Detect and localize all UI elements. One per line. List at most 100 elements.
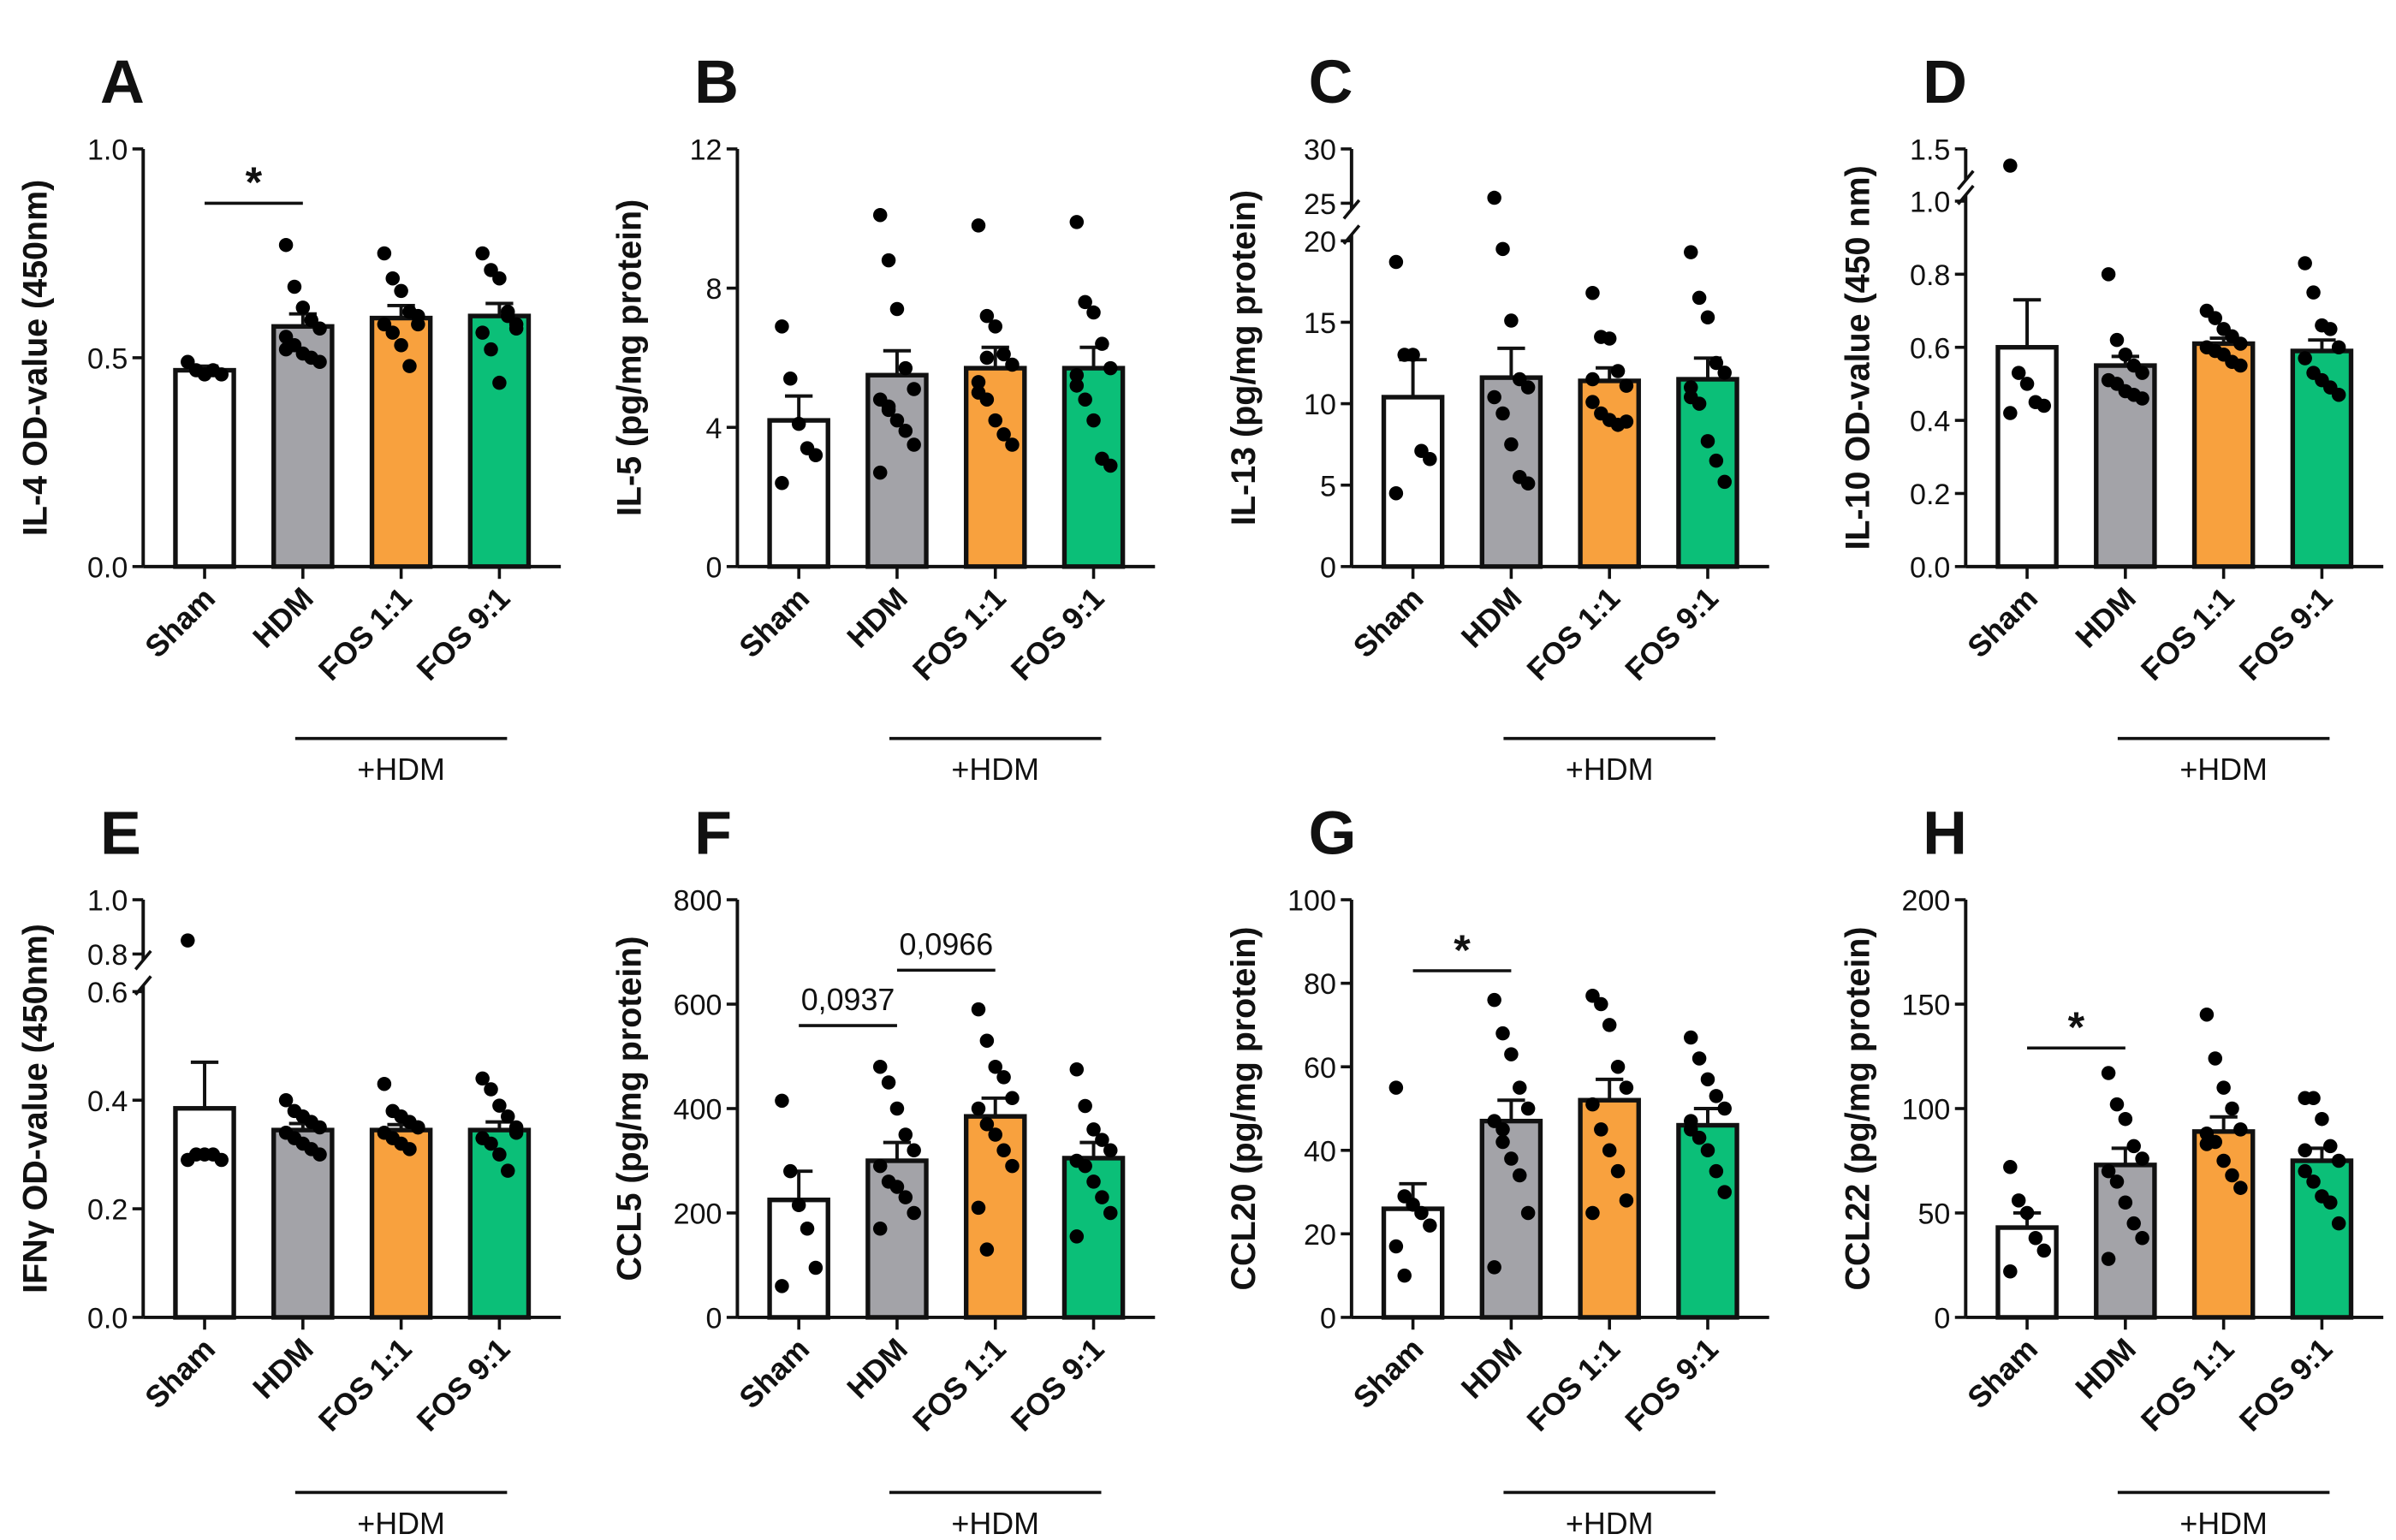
x-tick-label: HDM: [247, 581, 320, 655]
y-tick-label: 1.0: [87, 134, 128, 167]
data-point: [783, 1163, 798, 1179]
data-point: [1684, 1122, 1698, 1137]
x-tick-label: FOS 9:1: [2233, 581, 2339, 687]
data-point: [996, 347, 1011, 362]
data-point: [775, 1093, 789, 1109]
data-point: [1520, 1101, 1536, 1116]
data-point: [1684, 245, 1698, 259]
data-point: [2323, 1195, 2338, 1210]
data-point: [1700, 310, 1715, 324]
data-point: [872, 207, 888, 223]
y-tick-label: 20: [1304, 1219, 1336, 1252]
bar-fos-9-1: [2290, 348, 2354, 569]
x-tick-label: Sham: [1347, 1332, 1430, 1415]
data-point: [996, 1143, 1011, 1158]
data-point: [295, 300, 311, 315]
data-point: [1717, 366, 1732, 380]
y-tick-label: 0: [1320, 1302, 1336, 1335]
x-tick-label: HDM: [841, 1332, 914, 1406]
y-tick-label: 5: [1320, 470, 1336, 502]
significance-label: 0,0937: [801, 983, 895, 1017]
data-point: [1520, 476, 1536, 491]
panel-H: H CCL22 (pg/mg protein) 0 50 100 150 200 Sham HD…: [1839, 799, 2384, 1540]
data-point: [2003, 406, 2018, 420]
data-point: [2003, 158, 2018, 173]
data-point: [872, 1059, 888, 1074]
data-point: [1495, 406, 1510, 421]
bar-sham: [767, 418, 830, 569]
data-point: [2003, 1160, 2018, 1174]
y-tick-label: 0: [1934, 1302, 1950, 1335]
data-point: [2331, 340, 2346, 354]
data-point: [2109, 1174, 2125, 1189]
significance-label: *: [246, 158, 263, 206]
y-axis-label: IL-13 (pg/mg protein): [1225, 190, 1263, 526]
data-point: [2199, 1137, 2215, 1151]
data-point: [1585, 395, 1600, 409]
bar-sham: [767, 1198, 830, 1320]
data-point: [988, 1059, 1002, 1074]
group-label: +HDM: [2179, 752, 2268, 787]
data-point: [872, 1222, 888, 1236]
y-tick-label: 0.5: [87, 342, 128, 375]
x-tick-label: FOS 9:1: [1004, 1332, 1110, 1438]
y-tick-label: 4: [706, 413, 722, 445]
data-point: [1700, 434, 1715, 449]
panel-letter: F: [694, 799, 732, 867]
y-tick-label: 0.4: [1910, 406, 1950, 438]
data-point: [501, 1109, 515, 1124]
data-point: [775, 476, 789, 491]
data-point: [889, 1180, 905, 1194]
data-point: [394, 283, 408, 299]
data-point: [2233, 1122, 2248, 1137]
data-point: [1709, 1163, 1724, 1179]
y-tick-label: 0.2: [1910, 479, 1950, 511]
data-point: [907, 382, 921, 396]
panel-letter: C: [1309, 48, 1353, 116]
data-point: [2126, 1139, 2141, 1154]
group-label: +HDM: [1566, 752, 1654, 787]
data-point: [475, 325, 490, 340]
data-point: [1495, 1134, 1510, 1150]
data-point: [1585, 1205, 1600, 1221]
y-tick-label: 0.0: [1910, 551, 1950, 584]
data-point: [1610, 364, 1626, 378]
data-point: [808, 448, 823, 462]
significance-label: *: [1454, 926, 1471, 974]
y-tick-label: 0: [706, 1302, 722, 1335]
data-point: [2109, 332, 2125, 348]
bar-fos-1-1: [1578, 378, 1641, 569]
y-tick-label: 0: [1320, 551, 1336, 584]
data-point: [1602, 1018, 1617, 1032]
bar-hdm: [2094, 1162, 2157, 1320]
data-point: [2101, 1163, 2116, 1179]
data-point: [2216, 1153, 2231, 1168]
data-point: [1709, 1089, 1724, 1103]
data-point: [979, 1033, 995, 1048]
data-point: [1103, 458, 1118, 473]
data-point: [1487, 190, 1501, 205]
group-label: +HDM: [1566, 1507, 1654, 1540]
data-point: [1684, 380, 1698, 395]
data-point: [907, 1205, 921, 1221]
data-point: [2019, 1205, 2035, 1221]
data-point: [1078, 1158, 1092, 1174]
x-tick-label: Sham: [1961, 581, 2044, 664]
data-point: [492, 375, 507, 390]
data-point: [2298, 1163, 2312, 1179]
x-tick-label: Sham: [1347, 581, 1430, 664]
data-point: [1388, 485, 1404, 501]
data-point: [898, 424, 913, 438]
group-label: +HDM: [951, 1507, 1039, 1540]
data-point: [2323, 322, 2338, 336]
data-point: [2135, 366, 2149, 380]
y-tick-label: 50: [1917, 1198, 1950, 1231]
y-tick-label: 0.8: [87, 939, 128, 972]
bar-fos-1-1: [2191, 341, 2256, 569]
y-tick-label: 0.4: [87, 1085, 128, 1118]
data-point: [377, 246, 392, 261]
data-point: [775, 1279, 789, 1293]
data-point: [1086, 1174, 1101, 1189]
data-point: [2028, 1230, 2043, 1246]
data-point: [2225, 1168, 2239, 1183]
